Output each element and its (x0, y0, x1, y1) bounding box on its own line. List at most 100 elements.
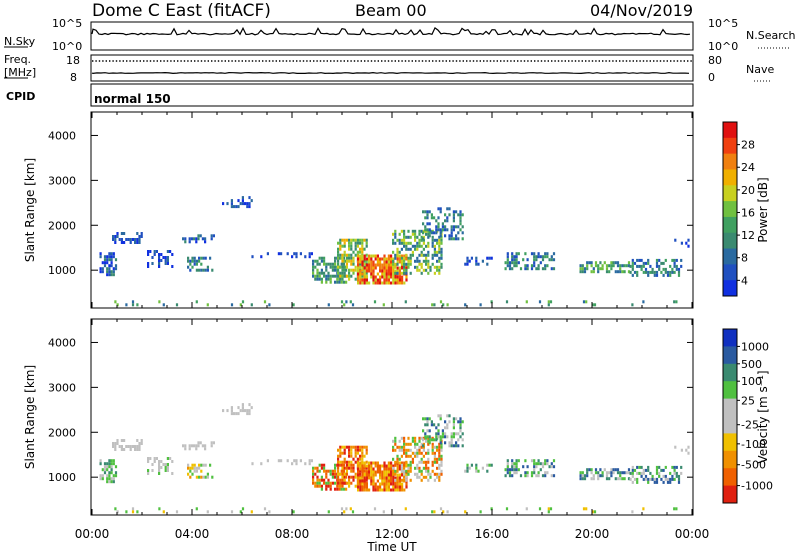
velocity-cell (400, 436, 403, 440)
velocity-cell (206, 510, 209, 514)
velocity-cell (428, 417, 431, 421)
velocity-cell (327, 478, 330, 482)
power-cell (538, 300, 542, 304)
power-cell (524, 252, 527, 256)
cbar-tick-label: 100 (741, 375, 762, 388)
velocity-cell (392, 448, 395, 452)
power-cell (387, 272, 390, 276)
power-cell (151, 262, 154, 265)
velocity-cell (422, 475, 425, 479)
nave-tick-80: 80 (708, 54, 722, 67)
velocity-cell (101, 468, 104, 472)
power-cell (444, 213, 447, 217)
power-cell (409, 247, 412, 251)
velocity-cell (379, 467, 382, 471)
y-tick-label: 3000 (48, 381, 76, 394)
power-cell (348, 253, 351, 257)
power-cell (433, 271, 436, 275)
velocity-cell (246, 412, 249, 416)
velocity-cell (479, 510, 482, 514)
velocity-cell (343, 472, 346, 476)
power-cell (433, 216, 436, 220)
power-cell (396, 262, 399, 266)
power-cell (429, 265, 432, 269)
velocity-cell (394, 482, 397, 486)
power-cell (325, 277, 328, 281)
velocity-cell (323, 481, 326, 485)
velocity-cell (314, 481, 317, 485)
velocity-cell (400, 466, 403, 470)
velocity-cell (112, 480, 115, 484)
velocity-cell (394, 485, 397, 489)
power-cell (338, 256, 341, 260)
power-cell (373, 300, 377, 304)
velocity-cell (438, 445, 441, 449)
power-cell (403, 259, 406, 263)
velocity-cell (431, 448, 434, 452)
power-cell (381, 257, 384, 261)
velocity-cell (248, 412, 251, 416)
velocity-cell (461, 444, 464, 448)
velocity-cell (166, 463, 169, 466)
power-cell (385, 263, 388, 267)
power-cell (400, 241, 403, 245)
power-cell (464, 262, 467, 266)
power-cell (452, 225, 455, 229)
velocity-cell (248, 409, 251, 413)
power-cell (590, 270, 593, 274)
power-cell (361, 266, 364, 270)
velocity-cell (204, 475, 207, 479)
power-cell (108, 252, 111, 256)
power-cell (331, 262, 334, 266)
velocity-cell (343, 478, 346, 482)
power-cell (431, 262, 434, 266)
velocity-cell (513, 465, 516, 469)
velocity-cell (452, 432, 455, 436)
velocity-cell (427, 466, 430, 470)
power-cell (110, 273, 113, 277)
velocity-cell (444, 441, 447, 445)
power-cell (99, 270, 102, 274)
velocity-cell (426, 423, 429, 427)
velocity-cell (398, 473, 401, 477)
velocity-cell (339, 484, 342, 488)
power-cell (123, 232, 126, 235)
velocity-cell (638, 471, 641, 475)
power-cell (398, 254, 401, 258)
velocity-cell (106, 477, 109, 481)
velocity-cell (401, 473, 404, 477)
velocity-cell (403, 445, 406, 449)
power-cell (357, 257, 360, 261)
velocity-cell (438, 463, 441, 467)
y-tick-label: 2000 (48, 426, 76, 439)
velocity-cell (320, 463, 323, 467)
velocity-cell (359, 479, 362, 483)
velocity-cell (436, 466, 439, 470)
velocity-cell (407, 448, 410, 452)
power-cell (407, 265, 410, 269)
velocity-cell (182, 444, 185, 448)
velocity-cell (647, 477, 650, 481)
power-cell (160, 259, 163, 262)
power-cell (459, 222, 462, 226)
velocity-cell (350, 451, 353, 455)
velocity-cell (316, 484, 319, 488)
velocity-cell (405, 475, 408, 479)
velocity-cell (345, 487, 348, 491)
power-cell (372, 281, 375, 285)
velocity-cell (504, 468, 507, 472)
velocity-cell (348, 478, 351, 482)
power-cell (339, 271, 342, 275)
velocity-cell (359, 476, 362, 480)
power-cell (376, 272, 379, 276)
velocity-cell (466, 463, 469, 467)
velocity-cell (450, 438, 453, 442)
velocity-cell (341, 481, 344, 485)
power-cell (363, 275, 366, 279)
cbar-tick-label: -100 (741, 438, 766, 451)
power-cell (653, 270, 656, 274)
power-cell (418, 259, 421, 263)
velocity-cell (343, 457, 346, 461)
velocity-cell (438, 466, 441, 470)
power-cell (392, 259, 395, 263)
